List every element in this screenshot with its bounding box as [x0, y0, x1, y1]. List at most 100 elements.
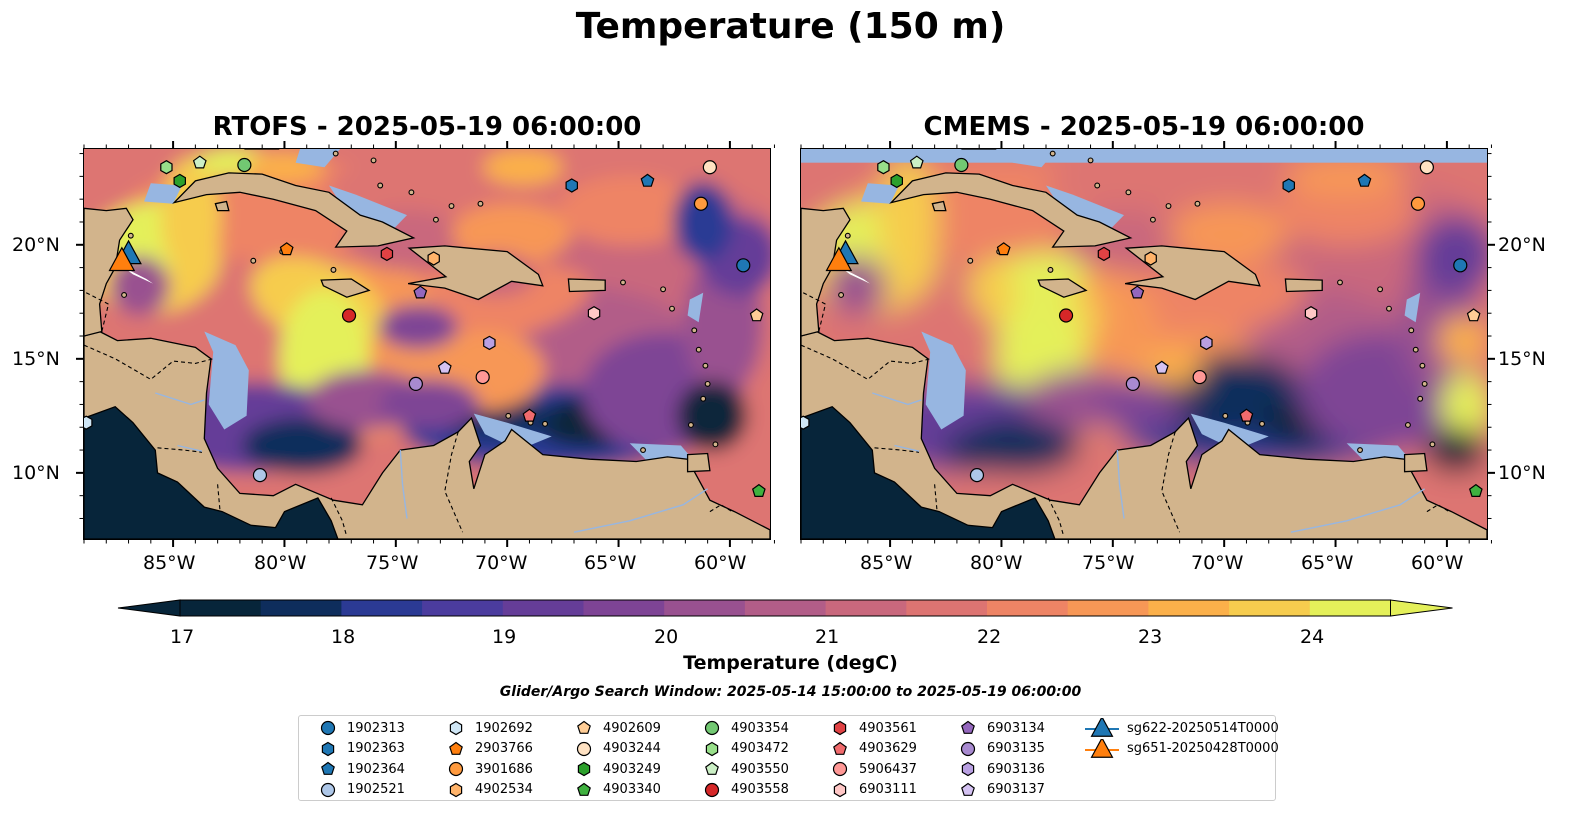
land-hispaniola: [407, 245, 544, 301]
platform-5906437[interactable]: [475, 369, 490, 385]
land-jamaica: [320, 278, 371, 298]
circle-marker-icon: [448, 761, 464, 777]
glider-sg651-20250428T0000[interactable]: [825, 246, 853, 272]
circle-marker-icon: [704, 782, 720, 797]
platform-6903136[interactable]: [1200, 335, 1213, 351]
platform-4903354[interactable]: [237, 157, 252, 173]
platform-4903340[interactable]: [1468, 483, 1483, 497]
platform-6903137[interactable]: [437, 360, 452, 374]
legend-label: 4903244: [603, 741, 661, 756]
circle-marker-icon: [320, 720, 336, 736]
legend-label: 4903629: [859, 741, 917, 756]
platform-2903766[interactable]: [279, 242, 294, 256]
colorbar-segment: [825, 600, 907, 616]
land-isla-juventud: [214, 200, 230, 212]
platform-1902364[interactable]: [640, 173, 655, 187]
platform-1902521[interactable]: [969, 468, 985, 483]
platform-4903561[interactable]: [380, 246, 394, 262]
lon-label-85w: 85°W: [860, 552, 913, 574]
colorbar-segment: [422, 600, 504, 616]
colorbar-tick: 20: [654, 626, 679, 648]
platform-2903766[interactable]: [996, 242, 1011, 256]
colorbar-tick: 18: [331, 626, 356, 648]
legend-label: 6903134: [987, 720, 1045, 736]
platform-5906437[interactable]: [1192, 369, 1207, 385]
platform-3901686[interactable]: [693, 196, 709, 211]
legend-item: 1902364: [317, 759, 405, 779]
platform-4903244[interactable]: [702, 160, 717, 175]
glider-sg651-20250428T0000[interactable]: [108, 246, 136, 272]
hexagon-marker-icon: [833, 720, 847, 736]
colorbar-segment: [341, 600, 423, 616]
platform-4903472[interactable]: [160, 160, 173, 175]
platform-1902692[interactable]: [801, 415, 810, 430]
platform-6903134[interactable]: [1130, 285, 1145, 299]
legend-item: 4903550: [701, 759, 789, 779]
land-puerto-rico: [567, 278, 606, 293]
platform-4902534[interactable]: [1144, 251, 1157, 266]
platform-1902313[interactable]: [736, 258, 751, 273]
hexagon-marker-icon: [321, 741, 335, 756]
platform-4902609[interactable]: [749, 308, 764, 322]
lon-label-75w: 75°W: [366, 552, 419, 574]
legend-item: 4903472: [701, 739, 789, 759]
platform-4903249[interactable]: [173, 173, 187, 189]
figure-title: Temperature (150 m): [575, 6, 1006, 47]
platform-4903244[interactable]: [1419, 160, 1434, 175]
legend-label: 4903550: [731, 761, 789, 777]
circle-marker-icon: [576, 741, 592, 756]
platform-6903134[interactable]: [413, 285, 428, 299]
legend-item: 4903629: [829, 739, 917, 759]
cmems-map[interactable]: [800, 148, 1488, 540]
platform-6903137[interactable]: [1154, 360, 1169, 374]
platform-3901686[interactable]: [1410, 196, 1426, 211]
platform-6903111[interactable]: [587, 306, 601, 321]
lon-label-70w: 70°W: [475, 552, 528, 574]
platform-6903135[interactable]: [1125, 376, 1140, 392]
rtofs-map[interactable]: [83, 148, 771, 540]
platform-6903111[interactable]: [1304, 306, 1318, 321]
platform-1902363[interactable]: [565, 178, 578, 193]
platform-4903249[interactable]: [890, 173, 904, 189]
legend-label: sg622-20250514T0000: [1127, 720, 1279, 736]
hexagon-marker-icon: [961, 761, 975, 777]
colorbar-segment: [744, 600, 827, 616]
legend-item: 4903249: [573, 759, 661, 779]
platform-1902692[interactable]: [84, 415, 93, 430]
legend-item: 5906437: [829, 759, 917, 779]
cmems-map-canvas: [801, 149, 1487, 539]
legend-item: sg651-20250428T0000: [1085, 738, 1279, 759]
legend-item: 1902363: [317, 739, 405, 759]
platform-1902364[interactable]: [1357, 173, 1372, 187]
platform-4903550[interactable]: [909, 155, 924, 169]
platform-1902521[interactable]: [252, 468, 268, 483]
colorbar-segment: [1229, 600, 1311, 616]
platform-4903340[interactable]: [751, 483, 766, 497]
colorbar-tick: 22: [977, 626, 1002, 648]
hexagon-marker-icon: [577, 761, 591, 777]
platform-4902534[interactable]: [427, 251, 440, 266]
pentagon-marker-icon: [833, 741, 847, 755]
platform-6903136[interactable]: [483, 335, 496, 351]
hexagon-marker-icon: [449, 782, 463, 797]
colorbar-tick: 21: [815, 626, 840, 648]
platform-4902609[interactable]: [1466, 308, 1481, 322]
platform-4903558[interactable]: [1058, 308, 1074, 323]
platform-4903558[interactable]: [341, 308, 357, 323]
platform-4903629[interactable]: [522, 408, 537, 422]
platform-4903550[interactable]: [192, 155, 207, 169]
platform-4903354[interactable]: [954, 157, 969, 173]
pentagon-marker-icon: [577, 782, 591, 796]
platform-4903629[interactable]: [1239, 408, 1254, 422]
platform-6903135[interactable]: [408, 376, 423, 392]
pentagon-marker-icon: [577, 720, 591, 734]
platform-4903472[interactable]: [877, 160, 890, 175]
platform-1902313[interactable]: [1453, 258, 1468, 273]
rtofs-map-canvas: [84, 149, 770, 539]
legend-item: 6903111: [829, 780, 917, 800]
platform-4903561[interactable]: [1097, 246, 1111, 262]
land-trinidad: [686, 452, 711, 473]
land-cuba: [172, 172, 416, 248]
platform-1902363[interactable]: [1282, 178, 1295, 193]
colorbar-tick: 19: [492, 626, 517, 648]
